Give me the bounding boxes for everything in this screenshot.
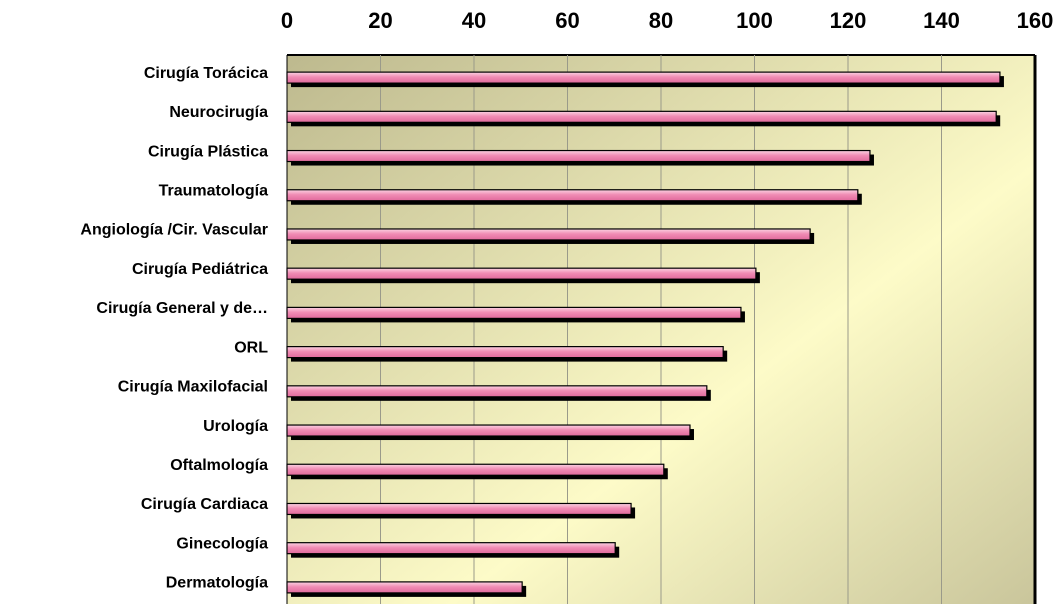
y-tick-label: Cirugía Torácica (144, 65, 268, 82)
x-tick-label: 60 (555, 8, 579, 33)
y-tick-label: Traumatología (159, 182, 268, 199)
y-tick-label: Cirugía Pediátrica (132, 261, 268, 278)
y-tick-label: Cirugía Cardiaca (141, 496, 268, 513)
y-tick-label: Oftalmología (170, 457, 268, 474)
y-tick-label: Cirugía Maxilofacial (118, 379, 268, 396)
bar (286, 385, 708, 398)
x-tick-label: 140 (923, 8, 960, 33)
x-tick-label: 100 (736, 8, 773, 33)
y-tick-label: Dermatología (166, 575, 268, 592)
bar (286, 542, 616, 555)
x-tick-label: 20 (368, 8, 392, 33)
bar (286, 463, 665, 476)
x-tick-label: 120 (830, 8, 867, 33)
bar (286, 228, 811, 241)
bar (286, 502, 632, 516)
x-tick-label: 40 (462, 8, 486, 33)
bar (286, 71, 1001, 84)
y-tick-label: Ginecología (176, 535, 268, 552)
x-tick-label: 160 (1017, 8, 1054, 33)
y-tick-label: Neurocirugía (169, 104, 268, 121)
bar (286, 110, 997, 123)
y-tick-label: ORL (234, 339, 268, 356)
y-tick-label: Angiología /Cir. Vascular (80, 222, 268, 239)
bar (286, 424, 691, 437)
bar (286, 267, 757, 280)
bar (286, 346, 724, 359)
y-tick-label: Cirugía Plástica (148, 143, 268, 160)
y-tick-label: Urología (203, 418, 268, 435)
bar (286, 306, 742, 319)
bar (286, 149, 871, 163)
bar (286, 189, 859, 202)
bar (286, 581, 523, 594)
x-tick-label: 0 (281, 8, 293, 33)
x-tick-label: 80 (649, 8, 673, 33)
y-tick-label: Cirugía General y de… (96, 300, 268, 317)
